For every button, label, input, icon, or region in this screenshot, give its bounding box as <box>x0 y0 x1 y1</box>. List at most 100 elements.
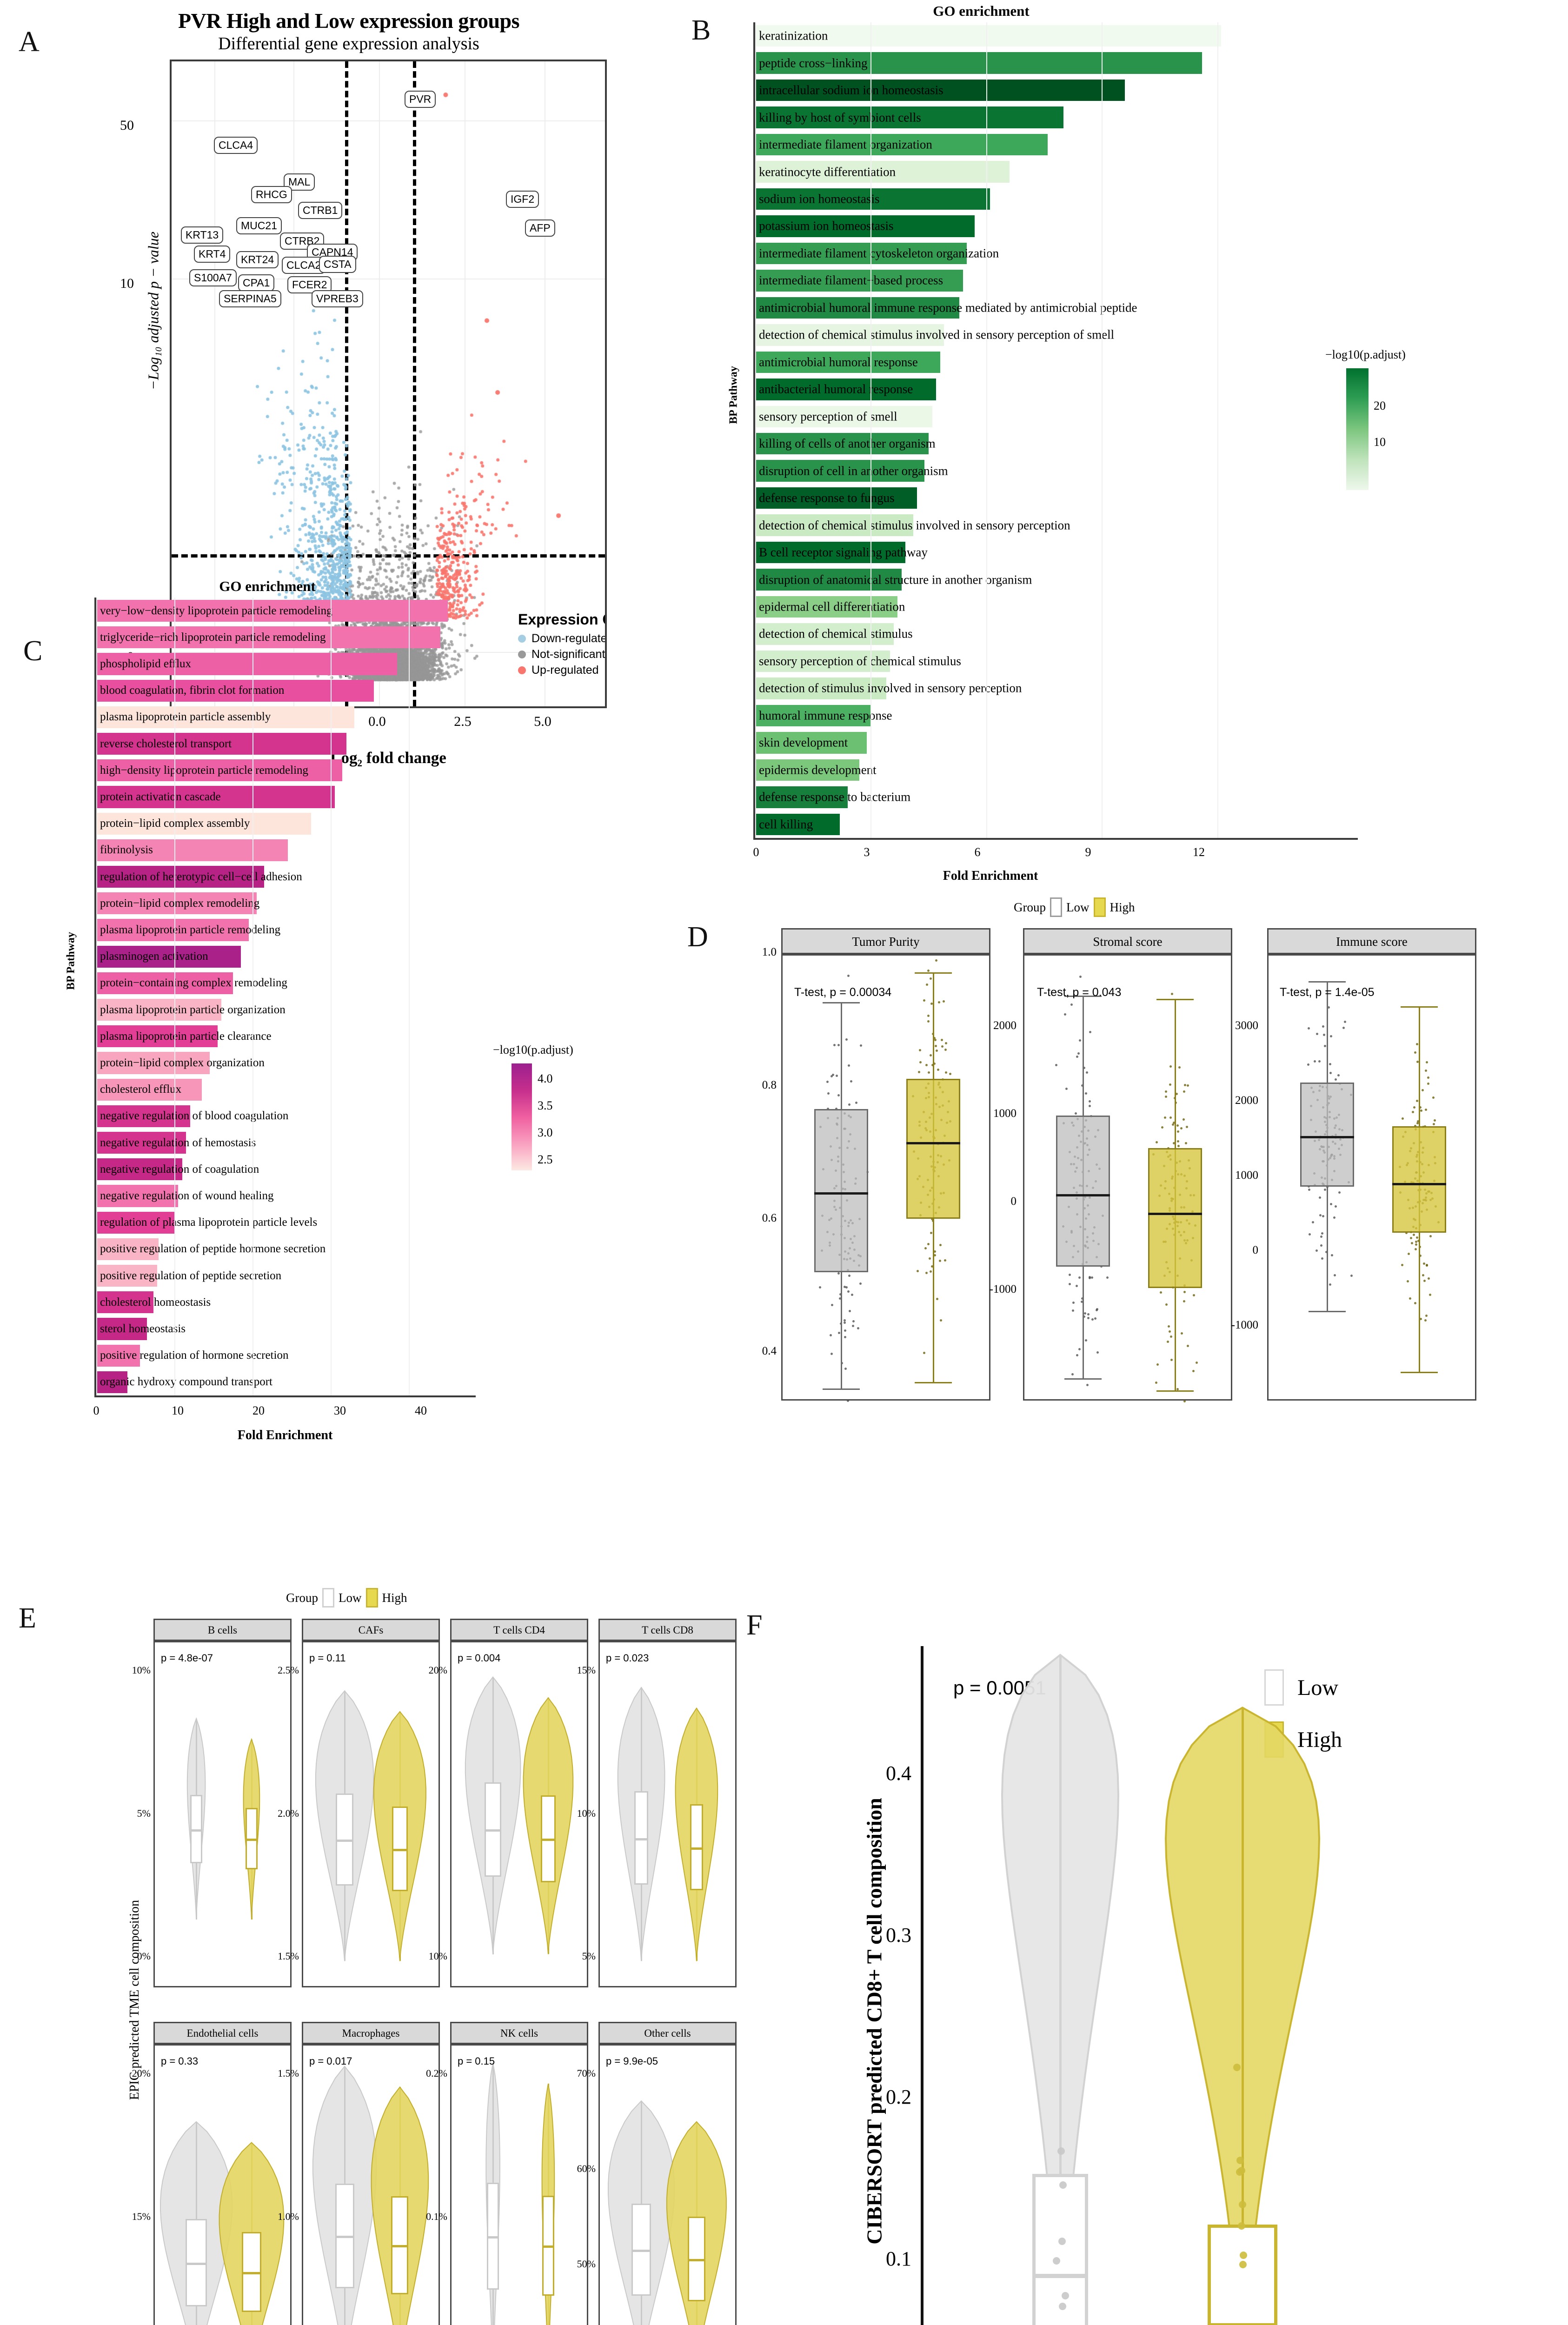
go-term-row[interactable]: negative regulation of coagulation <box>96 1156 476 1182</box>
go-term-row[interactable]: fibrinolysis <box>96 837 476 864</box>
gene-label-afp[interactable]: AFP <box>525 219 555 237</box>
go-term-bar <box>96 1158 182 1181</box>
go-term-row[interactable]: negative regulation of blood coagulation <box>96 1103 476 1129</box>
go-term-row[interactable]: B cell receptor signaling pathway <box>755 539 1358 566</box>
go-term-row[interactable]: cell killing <box>755 811 1358 838</box>
go-term-row[interactable]: antibacterial humoral response <box>755 376 1358 403</box>
data-point <box>1327 1006 1330 1009</box>
go-term-row[interactable]: detection of chemical stimulus <box>755 620 1358 647</box>
go-term-row[interactable]: cholesterol homeostasis <box>96 1289 476 1315</box>
go-term-row[interactable]: intermediate filament organization <box>755 131 1358 158</box>
go-term-row[interactable]: negative regulation of wound healing <box>96 1182 476 1209</box>
violin-inner-box[interactable] <box>485 1782 501 1877</box>
go-term-row[interactable]: protein−containing complex remodeling <box>96 970 476 996</box>
go-term-row[interactable]: detection of stimulus involved in sensor… <box>755 675 1358 702</box>
go-term-row[interactable]: plasma lipoprotein particle clearance <box>96 1023 476 1050</box>
go-term-row[interactable]: killing by host of symbiont cells <box>755 104 1358 131</box>
go-term-row[interactable]: humoral immune response <box>755 702 1358 729</box>
go-term-row[interactable]: detection of chemical stimulus involved … <box>755 321 1358 348</box>
gene-label-clca4[interactable]: CLCA4 <box>214 137 258 154</box>
go-term-row[interactable]: defense response to bacterium <box>755 784 1358 810</box>
go-term-row[interactable]: protein−lipid complex assembly <box>96 810 476 837</box>
gene-label-fcer2[interactable]: FCER2 <box>287 276 332 293</box>
go-term-row[interactable]: reverse cholesterol transport <box>96 731 476 757</box>
go-term-row[interactable]: sensory perception of chemical stimulus <box>755 648 1358 675</box>
go-term-row[interactable]: epidermis development <box>755 757 1358 784</box>
go-term-row[interactable]: organic hydroxy compound transport <box>96 1369 476 1395</box>
go-term-row[interactable]: very−low−density lipoprotein particle re… <box>96 598 476 624</box>
go-term-row[interactable]: protein−lipid complex remodeling <box>96 890 476 917</box>
gene-label-serpina5[interactable]: SERPINA5 <box>219 290 281 307</box>
go-term-row[interactable]: negative regulation of hemostasis <box>96 1129 476 1156</box>
go-term-row[interactable]: plasma lipoprotein particle assembly <box>96 704 476 731</box>
go-term-row[interactable]: plasma lipoprotein particle organization <box>96 996 476 1023</box>
go-term-row[interactable]: protein activation cascade <box>96 784 476 810</box>
gene-label-krt13[interactable]: KRT13 <box>181 226 224 244</box>
go-term-row[interactable]: protein−lipid complex organization <box>96 1050 476 1076</box>
violin-inner-box[interactable] <box>245 1807 258 1869</box>
go-term-row[interactable]: defense response to fungus <box>755 485 1358 512</box>
gene-label-csta[interactable]: CSTA <box>319 256 356 273</box>
data-point <box>827 1092 830 1095</box>
violin-inner-box[interactable] <box>335 2183 354 2289</box>
go-term-row[interactable]: potassium ion homeostasis <box>755 213 1358 239</box>
go-term-row[interactable]: regulation of plasma lipoprotein particl… <box>96 1209 476 1236</box>
gene-label-igf2[interactable]: IGF2 <box>506 191 539 208</box>
go-term-row[interactable]: disruption of anatomical structure in an… <box>755 566 1358 593</box>
boxplot-box[interactable] <box>1300 1082 1354 1187</box>
go-term-row[interactable]: plasma lipoprotein particle remodeling <box>96 917 476 943</box>
gene-label-muc21[interactable]: MUC21 <box>236 217 282 234</box>
gene-label-krt24[interactable]: KRT24 <box>236 251 279 268</box>
boxplot-box[interactable] <box>814 1109 868 1272</box>
go-term-row[interactable]: keratinization <box>755 22 1358 49</box>
legend-item-up[interactable]: Up-regulated <box>518 664 605 677</box>
gene-label-pvr[interactable]: PVR <box>405 91 436 108</box>
gene-label-cpa1[interactable]: CPA1 <box>238 274 275 292</box>
go-term-row[interactable]: high−density lipoprotein particle remode… <box>96 757 476 784</box>
go-term-row[interactable]: regulation of heterotypic cell−cell adhe… <box>96 864 476 890</box>
gene-label-ctrb1[interactable]: CTRB1 <box>298 202 343 219</box>
go-term-row[interactable]: positive regulation of hormone secretion <box>96 1342 476 1369</box>
go-term-row[interactable]: positive regulation of peptide hormone s… <box>96 1236 476 1262</box>
go-term-row[interactable]: sodium ion homeostasis <box>755 186 1358 213</box>
go-term-row[interactable]: sterol homeostasis <box>96 1315 476 1342</box>
go-term-row[interactable]: blood coagulation, fibrin clot formation <box>96 678 476 704</box>
violin-inner-box[interactable] <box>634 1791 649 1885</box>
go-term-row[interactable]: detection of chemical stimulus involved … <box>755 512 1358 538</box>
gene-label-s100a7[interactable]: S100A7 <box>189 269 237 286</box>
legend-item-ns[interactable]: Not-significant <box>518 648 605 661</box>
violin-inner-box-f[interactable] <box>1032 2173 1088 2325</box>
go-term-row[interactable]: keratinocyte differentiation <box>755 158 1358 185</box>
gene-label-krt4[interactable]: KRT4 <box>194 246 231 263</box>
go-term-row[interactable]: intermediate filament cytoskeleton organ… <box>755 240 1358 267</box>
go-term-row[interactable]: killing of cells of another organism <box>755 430 1358 457</box>
violin-inner-box-f[interactable] <box>1208 2225 1277 2325</box>
gene-label-rhcg[interactable]: RHCG <box>251 186 292 203</box>
go-term-row[interactable]: positive regulation of peptide secretion <box>96 1262 476 1289</box>
go-term-row[interactable]: intermediate filament−based process <box>755 267 1358 294</box>
go-term-row[interactable]: epidermal cell differentiation <box>755 593 1358 620</box>
go-term-row[interactable]: triglyceride−rich lipoprotein particle r… <box>96 624 476 651</box>
legend-item-low-f[interactable]: Low <box>1260 1669 1342 1706</box>
boxplot-box[interactable] <box>1148 1148 1202 1288</box>
go-term-row[interactable]: intracellular sodium ion homeostasis <box>755 77 1358 104</box>
go-term-row[interactable]: phospholipid efflux <box>96 651 476 677</box>
legend-item-down[interactable]: Down-regulated <box>518 632 605 645</box>
go-term-row[interactable]: sensory perception of smell <box>755 403 1358 430</box>
go-term-row[interactable]: antimicrobial humoral immune response me… <box>755 294 1358 321</box>
boxplot-box[interactable] <box>1392 1126 1446 1233</box>
violin-inner-box[interactable] <box>242 2232 261 2312</box>
go-term-row[interactable]: disruption of cell in another organism <box>755 457 1358 484</box>
go-term-row[interactable]: plasminogen activation <box>96 943 476 970</box>
gene-label-mal[interactable]: MAL <box>284 173 315 191</box>
violin-inner-box[interactable] <box>391 2196 409 2294</box>
boxplot-box[interactable] <box>1056 1115 1110 1267</box>
violin-inner-box[interactable] <box>542 2195 554 2296</box>
gene-label-vpreb3[interactable]: VPREB3 <box>312 290 363 307</box>
go-term-row[interactable]: antimicrobial humoral response <box>755 349 1358 376</box>
boxplot-box[interactable] <box>906 1079 960 1219</box>
go-term-row[interactable]: skin development <box>755 729 1358 756</box>
data-point <box>826 1080 829 1083</box>
go-term-row[interactable]: cholesterol efflux <box>96 1076 476 1103</box>
go-term-row[interactable]: peptide cross−linking <box>755 49 1358 76</box>
